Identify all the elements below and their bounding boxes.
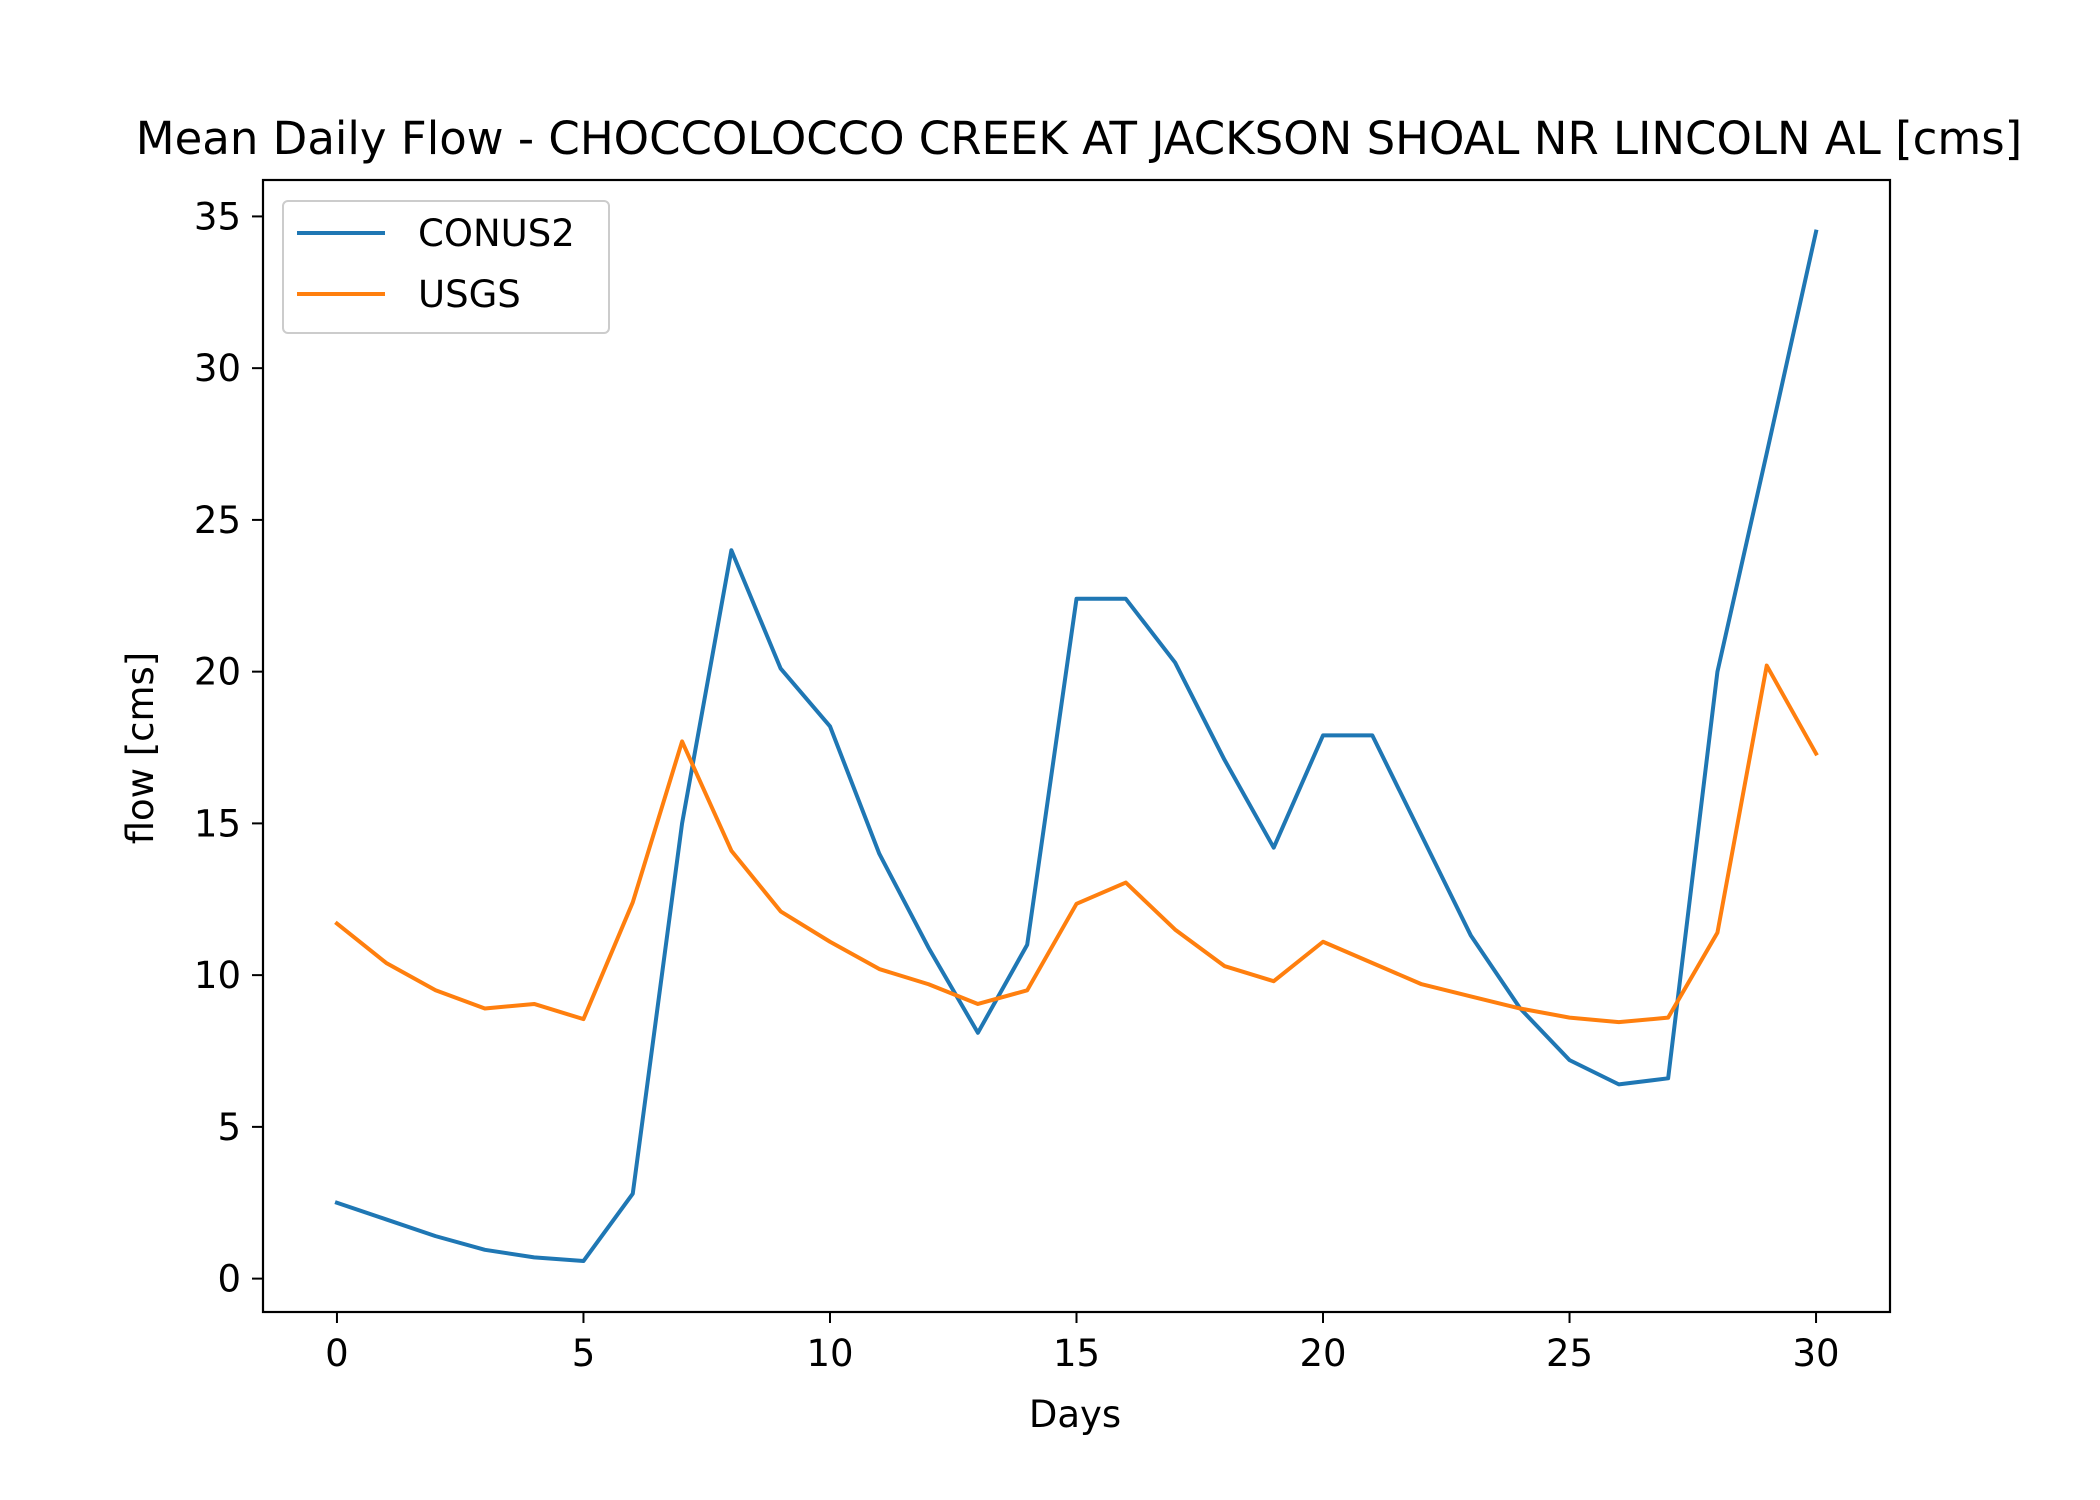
data-point-usgs bbox=[334, 921, 339, 926]
data-point-conus2 bbox=[877, 851, 882, 856]
data-point-conus2 bbox=[1419, 833, 1424, 838]
chart-title: Mean Daily Flow - CHOCCOLOCCO CREEK AT J… bbox=[136, 112, 2022, 165]
data-point-usgs bbox=[581, 1017, 586, 1022]
y-tick-label: 15 bbox=[194, 802, 241, 845]
data-point-conus2 bbox=[1173, 660, 1178, 665]
data-point-usgs bbox=[1370, 960, 1375, 965]
data-point-usgs bbox=[630, 900, 635, 905]
y-tick-label: 5 bbox=[217, 1106, 241, 1149]
data-point-conus2 bbox=[680, 821, 685, 826]
data-point-usgs bbox=[1518, 1006, 1523, 1011]
plot-frame bbox=[261, 178, 1892, 1314]
data-point-conus2 bbox=[1715, 669, 1720, 674]
data-point-conus2 bbox=[1321, 733, 1326, 738]
x-tick-label: 10 bbox=[806, 1332, 853, 1375]
data-point-conus2 bbox=[334, 1200, 339, 1205]
data-point-conus2 bbox=[926, 945, 931, 950]
data-point-conus2 bbox=[827, 724, 832, 729]
x-tick-label: 5 bbox=[572, 1332, 596, 1375]
data-point-usgs bbox=[482, 1006, 487, 1011]
data-point-usgs bbox=[1666, 1015, 1671, 1020]
y-tick-label: 35 bbox=[194, 195, 241, 238]
data-point-usgs bbox=[877, 967, 882, 972]
data-point-conus2 bbox=[1074, 596, 1079, 601]
data-point-usgs bbox=[729, 848, 734, 853]
data-point-usgs bbox=[1271, 979, 1276, 984]
data-point-conus2 bbox=[1222, 757, 1227, 762]
data-point-usgs bbox=[532, 1001, 537, 1006]
data-point-usgs bbox=[1616, 1020, 1621, 1025]
data-point-conus2 bbox=[1468, 933, 1473, 938]
data-point-usgs bbox=[384, 960, 389, 965]
data-point-usgs bbox=[680, 739, 685, 744]
data-point-conus2 bbox=[482, 1247, 487, 1252]
x-tick-label: 15 bbox=[1053, 1332, 1100, 1375]
y-axis-title: flow [cms] bbox=[119, 652, 162, 845]
x-axis-title: Days bbox=[1029, 1393, 1121, 1436]
data-point-usgs bbox=[926, 982, 931, 987]
data-point-usgs bbox=[1764, 663, 1769, 668]
data-point-usgs bbox=[1123, 880, 1128, 885]
y-tick-label: 0 bbox=[217, 1258, 241, 1301]
data-point-usgs bbox=[1074, 901, 1079, 906]
data-point-conus2 bbox=[581, 1259, 586, 1264]
x-tick-label: 20 bbox=[1299, 1332, 1346, 1375]
data-point-conus2 bbox=[778, 666, 783, 671]
data-point-usgs bbox=[1567, 1015, 1572, 1020]
data-point-conus2 bbox=[384, 1217, 389, 1222]
x-tick-label: 0 bbox=[325, 1332, 349, 1375]
data-point-usgs bbox=[1468, 994, 1473, 999]
data-point-conus2 bbox=[433, 1234, 438, 1239]
x-tick-label: 25 bbox=[1546, 1332, 1593, 1375]
y-tick-label: 10 bbox=[194, 954, 241, 997]
y-tick-label: 20 bbox=[194, 651, 241, 694]
data-point-conus2 bbox=[630, 1191, 635, 1196]
data-point-usgs bbox=[1715, 930, 1720, 935]
y-tick-label: 25 bbox=[194, 499, 241, 542]
data-point-usgs bbox=[1814, 751, 1819, 756]
data-point-conus2 bbox=[532, 1255, 537, 1260]
axis-ticks: 0 5 10 15 20 25 30 0 5 10 15 20 25 30 35 bbox=[194, 195, 1840, 1375]
data-point-conus2 bbox=[1567, 1058, 1572, 1063]
data-point-conus2 bbox=[1764, 451, 1769, 456]
data-point-conus2 bbox=[1271, 845, 1276, 850]
data-point-usgs bbox=[1222, 964, 1227, 969]
data-point-usgs bbox=[827, 939, 832, 944]
series-lines bbox=[334, 229, 1819, 1264]
data-point-usgs bbox=[1419, 982, 1424, 987]
data-point-conus2 bbox=[1814, 229, 1819, 234]
data-point-conus2 bbox=[1123, 596, 1128, 601]
data-point-conus2 bbox=[1025, 942, 1030, 947]
legend: CONUS2 USGS bbox=[282, 200, 610, 334]
data-point-conus2 bbox=[729, 548, 734, 553]
series-line-usgs bbox=[334, 663, 1819, 1025]
data-point-usgs bbox=[1025, 988, 1030, 993]
data-point-conus2 bbox=[1616, 1082, 1621, 1087]
data-point-conus2 bbox=[975, 1030, 980, 1035]
legend-label-conus2: CONUS2 bbox=[418, 212, 575, 255]
series-line-conus2 bbox=[334, 229, 1819, 1264]
data-point-usgs bbox=[1321, 939, 1326, 944]
x-tick-label: 30 bbox=[1792, 1332, 1839, 1375]
data-point-conus2 bbox=[1666, 1076, 1671, 1081]
legend-label-usgs: USGS bbox=[418, 273, 521, 316]
data-point-usgs bbox=[1173, 927, 1178, 932]
data-point-usgs bbox=[778, 909, 783, 914]
data-point-conus2 bbox=[1370, 733, 1375, 738]
y-tick-label: 30 bbox=[194, 347, 241, 390]
data-point-usgs bbox=[975, 1001, 980, 1006]
plot-area bbox=[261, 178, 1892, 1314]
data-point-usgs bbox=[433, 988, 438, 993]
